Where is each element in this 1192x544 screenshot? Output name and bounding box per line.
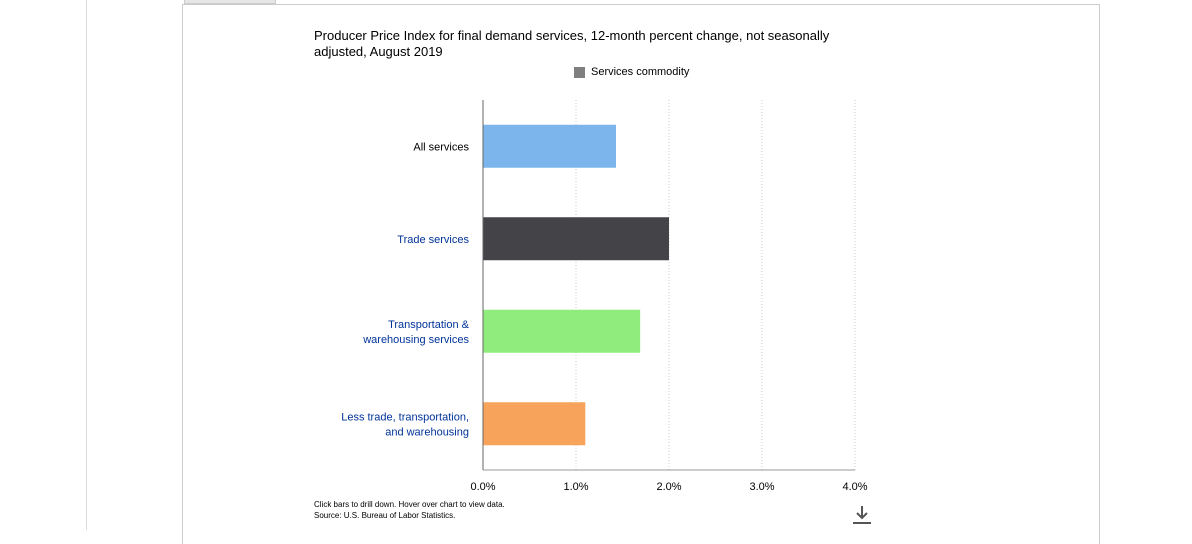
x-tick-label-2: 2.0% (656, 481, 681, 493)
category-label-0: All services (413, 141, 469, 153)
panel-tab[interactable] (184, 0, 276, 4)
legend-swatch (574, 66, 585, 78)
x-tick-label-1: 1.0% (563, 481, 588, 493)
category-label-line: Transportation & (388, 319, 470, 331)
page-frame-border (86, 0, 87, 530)
chart-note: Click bars to drill down. Hover over cha… (314, 499, 505, 521)
bar-0[interactable] (483, 124, 616, 168)
chart-note-instructions: Click bars to drill down. Hover over cha… (314, 500, 505, 509)
chart-legend[interactable]: Services commodity (574, 66, 689, 78)
category-label-1[interactable]: Trade services (397, 234, 469, 246)
category-label-2[interactable]: Transportation & warehousing services (362, 319, 469, 346)
bar-2[interactable] (483, 309, 641, 353)
category-label-line: All services (413, 141, 469, 153)
category-label-line: Less trade, transportation, (341, 411, 469, 423)
bar-3[interactable] (483, 402, 586, 446)
category-label-line: Trade services (397, 234, 469, 246)
download-button[interactable] (849, 503, 875, 527)
legend-label: Services commodity (591, 66, 690, 78)
x-tick-label-0: 0.0% (470, 481, 495, 493)
chart-note-source: Source: U.S. Bureau of Labor Statistics. (314, 511, 456, 520)
category-label-line: and warehousing (385, 426, 469, 438)
chart-panel (182, 4, 1100, 544)
category-label-3[interactable]: Less trade, transportation, and warehousi… (341, 411, 469, 438)
x-tick-label-4: 4.0% (842, 481, 867, 493)
bar-chart[interactable]: All services Trade services Transportation… (0, 0, 1192, 530)
bar-1[interactable] (483, 217, 669, 261)
download-icon (853, 506, 871, 524)
x-tick-label-3: 3.0% (749, 481, 774, 493)
category-label-line: warehousing services (362, 334, 469, 346)
chart-title: Producer Price Index for final demand se… (314, 28, 830, 59)
